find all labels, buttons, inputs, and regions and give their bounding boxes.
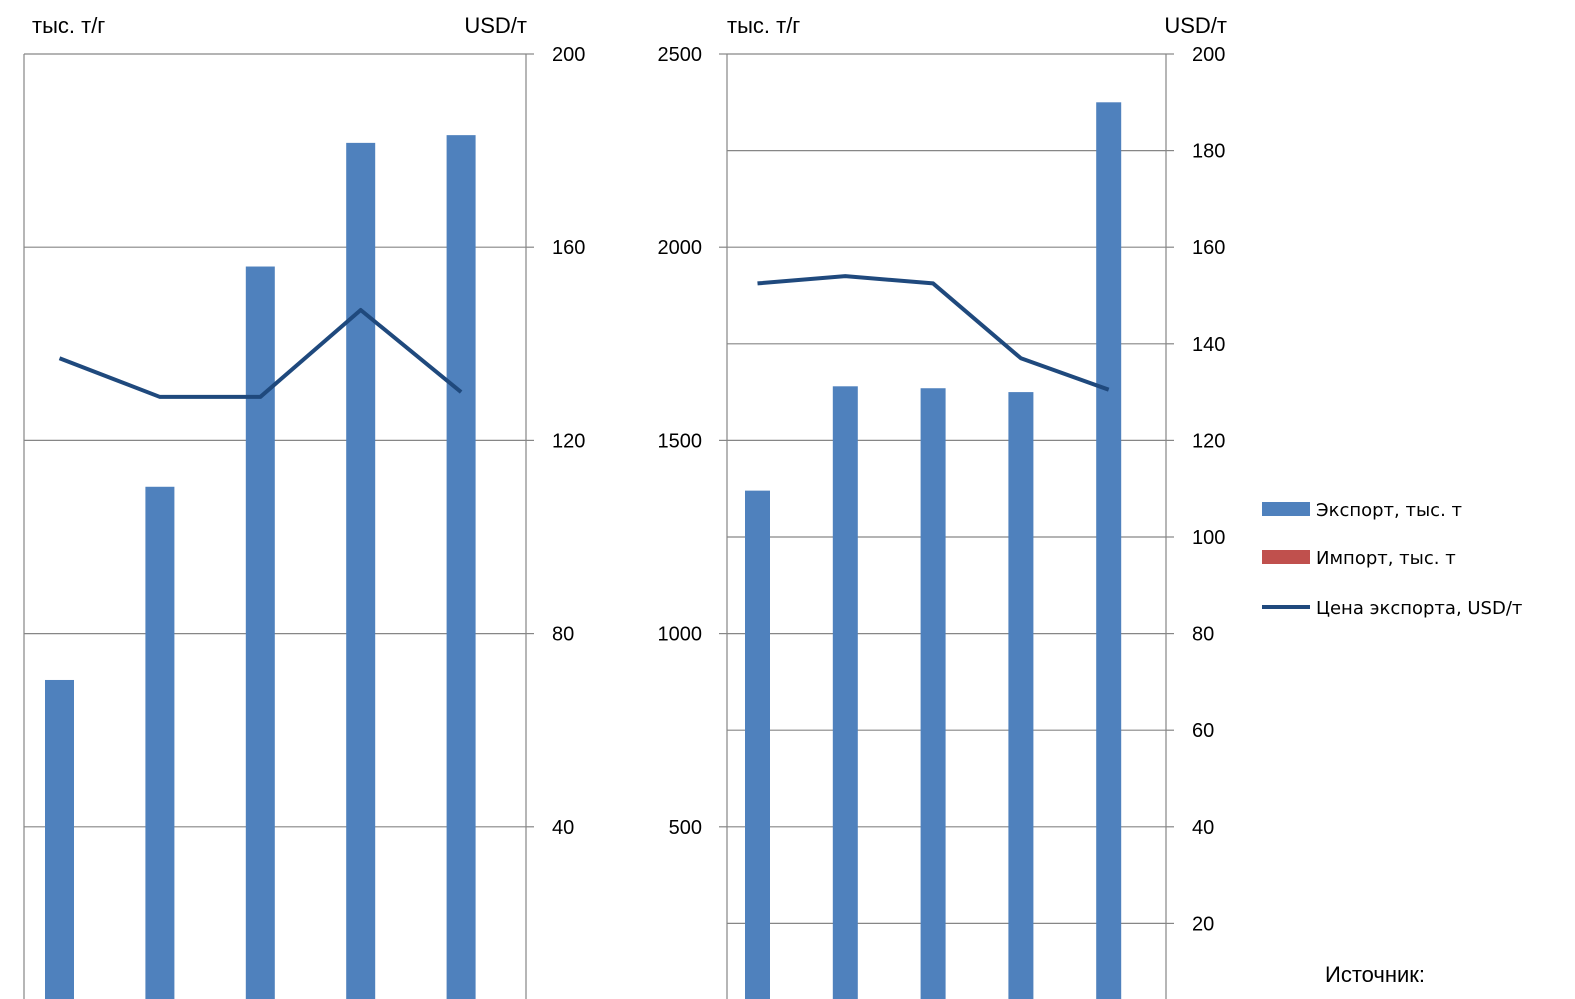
right-tick-label: 160 [1192,237,1225,259]
right-tick-label: 80 [552,624,574,646]
legend-label-import: Импорт, тыс. т [1316,548,1456,569]
export-bar [245,266,275,999]
right-tick-label: 180 [1192,141,1225,163]
legend: Экспорт, тыс. т Импорт, тыс. т Цена эксп… [1262,500,1522,619]
right-unit-label: USD/т [464,13,527,38]
right-tick-label: 140 [1192,334,1225,356]
legend-label-export: Экспорт, тыс. т [1316,500,1462,521]
right-tick-label: 80 [1192,624,1214,646]
price-line [58,307,463,399]
export-bar [745,490,770,999]
right-tick-label: 120 [552,430,585,452]
right-tick-label: 200 [552,44,585,66]
export-bar [1008,392,1034,999]
legend-label-price: Цена экспорта, USD/т [1316,598,1522,619]
source-label: Источник: [1325,962,1426,987]
left-tick-label: 1500 [658,430,703,452]
export-bar [832,386,858,999]
right-tick-label: 40 [1192,817,1214,839]
left-tick-label: 2000 [658,237,703,259]
left-tick-label: 500 [669,817,702,839]
export-bar [346,142,376,999]
price-line [757,274,1110,392]
right-tick-label: 40 [552,817,574,839]
export-bar [1096,102,1122,999]
right-tick-label: 200 [1192,44,1225,66]
export-bar [145,486,175,999]
right-tick-label: 100 [1192,527,1225,549]
right-chart: 500 1000 1500 2000 2500 20 40 60 80 100 120 140 160 1… [658,13,1227,999]
export-bar [920,388,946,999]
left-tick-label: 1000 [658,624,703,646]
right-tick-label: 60 [1192,720,1214,742]
export-bar [446,135,476,999]
export-bar [45,679,74,999]
left-tick-label: 2500 [658,44,703,66]
right-unit-label: USD/т [1164,13,1227,38]
left-chart: 40 80 120 160 200 тыс. т/г USD/т [23,13,585,999]
right-tick-label: 160 [552,237,585,259]
left-unit-label: тыс. т/г [32,13,105,38]
left-unit-label: тыс. т/г [727,13,800,38]
legend-swatch-import [1262,550,1310,564]
legend-swatch-export [1262,502,1310,516]
right-tick-label: 20 [1192,913,1214,935]
right-tick-label: 120 [1192,430,1225,452]
